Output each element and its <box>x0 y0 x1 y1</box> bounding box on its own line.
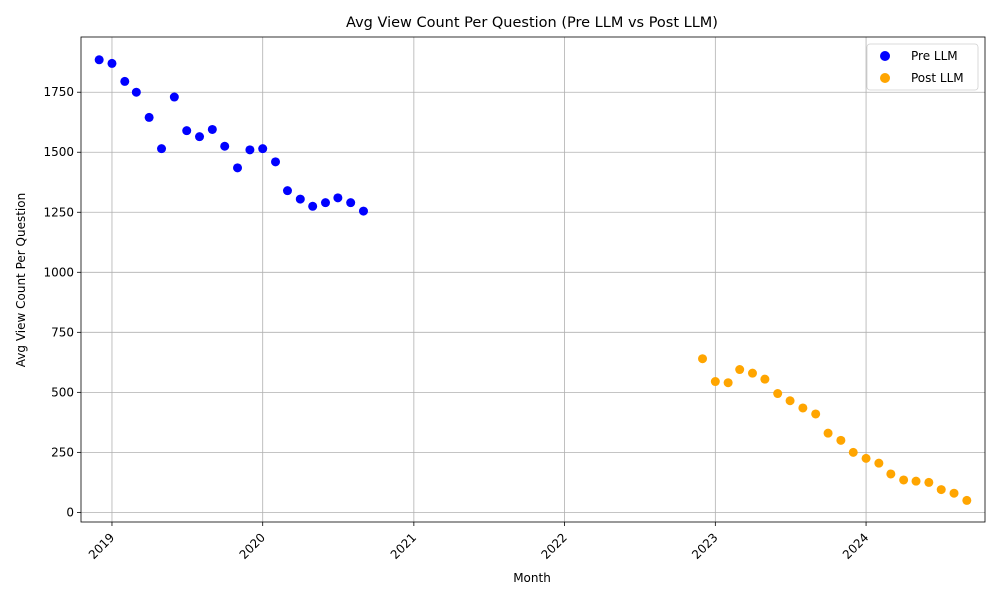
point-post-llm <box>924 477 934 487</box>
point-post-llm <box>735 365 745 375</box>
y-tick-label: 1500 <box>43 145 74 159</box>
x-tick-label: 2022 <box>538 530 569 561</box>
y-tick-label: 500 <box>51 385 74 399</box>
point-pre-llm <box>169 92 179 102</box>
point-post-llm <box>747 368 757 378</box>
point-pre-llm <box>131 87 141 97</box>
points-layer <box>94 55 972 505</box>
legend: Pre LLM Post LLM <box>866 43 979 91</box>
grid-layer <box>81 37 985 522</box>
point-post-llm <box>773 389 783 399</box>
point-pre-llm <box>157 144 167 154</box>
point-pre-llm <box>94 55 104 65</box>
y-tick-label: 250 <box>51 445 74 459</box>
point-post-llm <box>848 447 858 457</box>
point-post-llm <box>836 435 846 445</box>
legend-marker-post-llm <box>880 73 890 83</box>
x-tick-label: 2021 <box>388 530 419 561</box>
point-pre-llm <box>182 126 192 136</box>
point-post-llm <box>949 488 959 498</box>
legend-marker-pre-llm <box>880 51 890 61</box>
y-tick-label: 1250 <box>43 205 74 219</box>
point-post-llm <box>760 374 770 384</box>
point-post-llm <box>899 475 909 485</box>
ticks-layer: 2019 2020 2021 2022 2023 2024 0 250 500 750 1000 12… <box>43 85 871 562</box>
point-pre-llm <box>282 186 292 196</box>
point-post-llm <box>798 403 808 413</box>
point-pre-llm <box>107 58 117 68</box>
point-pre-llm <box>233 163 243 173</box>
y-tick-label: 0 <box>66 505 74 519</box>
point-pre-llm <box>308 201 318 211</box>
point-pre-llm <box>295 194 305 204</box>
point-post-llm <box>811 409 821 419</box>
chart-title: Avg View Count Per Question (Pre LLM vs … <box>346 15 718 31</box>
point-post-llm <box>861 453 871 463</box>
point-post-llm <box>886 469 896 479</box>
point-pre-llm <box>320 198 330 208</box>
y-axis-label: Avg View Count Per Question <box>14 193 28 367</box>
point-post-llm <box>874 458 884 468</box>
y-tick-label: 1000 <box>43 265 74 279</box>
legend-label-pre-llm: Pre LLM <box>911 49 958 63</box>
point-post-llm <box>911 476 921 486</box>
point-pre-llm <box>258 144 268 154</box>
point-pre-llm <box>195 132 205 142</box>
x-tick-label: 2024 <box>840 530 871 561</box>
point-pre-llm <box>271 157 281 167</box>
y-tick-label: 750 <box>51 325 74 339</box>
point-post-llm <box>723 378 733 388</box>
x-tick-label: 2020 <box>237 530 268 561</box>
point-pre-llm <box>207 124 217 134</box>
point-post-llm <box>785 396 795 406</box>
plot-frame <box>80 36 986 523</box>
point-pre-llm <box>220 141 230 151</box>
legend-box <box>866 43 979 91</box>
point-post-llm <box>962 495 972 505</box>
x-tick-label: 2019 <box>86 530 117 561</box>
point-post-llm <box>710 377 720 387</box>
point-post-llm <box>936 485 946 495</box>
legend-label-post-llm: Post LLM <box>911 71 964 85</box>
point-post-llm <box>698 354 708 364</box>
point-pre-llm <box>358 206 368 216</box>
point-pre-llm <box>144 112 154 122</box>
point-pre-llm <box>333 193 343 203</box>
point-post-llm <box>823 428 833 438</box>
point-pre-llm <box>120 76 130 86</box>
point-pre-llm <box>245 145 255 155</box>
x-axis-label: Month <box>513 571 551 585</box>
point-pre-llm <box>346 198 356 208</box>
y-tick-label: 1750 <box>43 85 74 99</box>
x-tick-label: 2023 <box>689 530 720 561</box>
